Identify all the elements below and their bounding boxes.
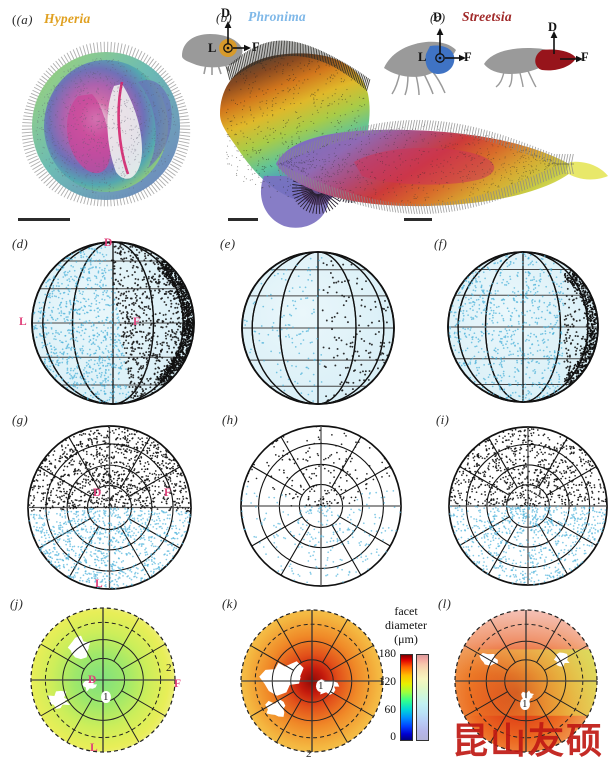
compass-forward-label: F: [581, 50, 589, 64]
heatmap-plot-j: [30, 607, 176, 753]
direction-label-f-right: F: [174, 678, 182, 690]
orientation-compass-streetsia: D F: [482, 20, 590, 88]
compass-lateral-label: L: [418, 50, 427, 64]
sphere-plot-e: [241, 251, 395, 405]
panel-label-d: (d): [12, 236, 29, 251]
compass-forward-label: F: [464, 50, 472, 64]
polar-plot-i: [448, 426, 608, 586]
panel-label-h: (h): [222, 412, 239, 427]
colorbar-tick-60: 60: [384, 704, 397, 716]
orientation-compass-hyperia: D F L: [176, 6, 264, 80]
sphere-plot-f: [447, 251, 599, 403]
scale-bar-c: [404, 218, 432, 221]
direction-label-f-right: F: [133, 316, 141, 328]
colorbar-gradient-main: [400, 654, 413, 741]
direction-label-l-left: L: [19, 316, 27, 328]
direction-label-l-bottom: L: [90, 742, 98, 754]
colorbar-title-line2: diameter: [385, 618, 427, 632]
colorbar-legend: facet diameter (μm) 180 120 60 0: [370, 604, 460, 754]
panel-label-b: (b): [216, 10, 233, 25]
compass-dorsal-label: D: [433, 10, 443, 24]
panel-label-k: (k): [222, 596, 238, 611]
panel-label-l: (l): [438, 596, 452, 611]
panel-label-e: (e): [220, 236, 236, 251]
annotation-one-j: 1: [101, 691, 111, 703]
panel-label-g: (g): [12, 412, 29, 427]
colorbar-title-line3: (μm): [394, 632, 418, 646]
sphere-plot-d: [31, 241, 195, 405]
compass-lateral-label: L: [208, 41, 217, 55]
panel-label-i: (i): [436, 412, 450, 427]
panel-label-j: (j): [10, 596, 24, 611]
direction-label-d-center: D: [88, 674, 97, 686]
panel-label-f: (f): [434, 236, 448, 251]
colorbar-gradient-faded: [416, 654, 429, 741]
compass-dorsal-label: D: [548, 20, 558, 34]
panel-label-a: ((a): [12, 12, 33, 27]
polar-plot-g: [27, 425, 192, 590]
orientation-compass-phronima: D F L: [380, 10, 472, 96]
compass-dorsal-label: D: [221, 6, 231, 20]
render-streetsia: [276, 119, 608, 215]
species-name-phronima: Phronima: [248, 9, 306, 24]
direction-label-f-right: F: [164, 487, 172, 499]
annotation-one-l: 1: [520, 698, 530, 710]
colorbar-tick-120: 120: [378, 676, 396, 688]
species-name-hyperia: Hyperia: [44, 11, 91, 26]
scale-bar-a: [18, 218, 70, 221]
polar-plot-h: [240, 425, 402, 587]
annotation-two-j: 2: [166, 662, 172, 674]
scale-bar-b: [228, 218, 258, 221]
direction-label-d-center: D: [93, 487, 102, 499]
watermark-text: 昆山友硕: [452, 721, 605, 762]
colorbar-title-line1: facet: [394, 604, 418, 618]
panel-label-c: (c): [430, 10, 446, 25]
species-name-streetsia: Streetsia: [462, 9, 512, 24]
direction-label-l-bottom: L: [95, 578, 103, 590]
heatmap-plot-k: [240, 609, 384, 753]
colorbar-tick-0: 0: [390, 731, 396, 743]
colorbar-tick-180: 180: [378, 648, 396, 660]
direction-label-d-top: D: [104, 237, 113, 249]
annotation-one-k: 1: [316, 680, 326, 692]
render-hyperia: [20, 41, 192, 210]
annotation-two-k: 2: [306, 748, 312, 760]
